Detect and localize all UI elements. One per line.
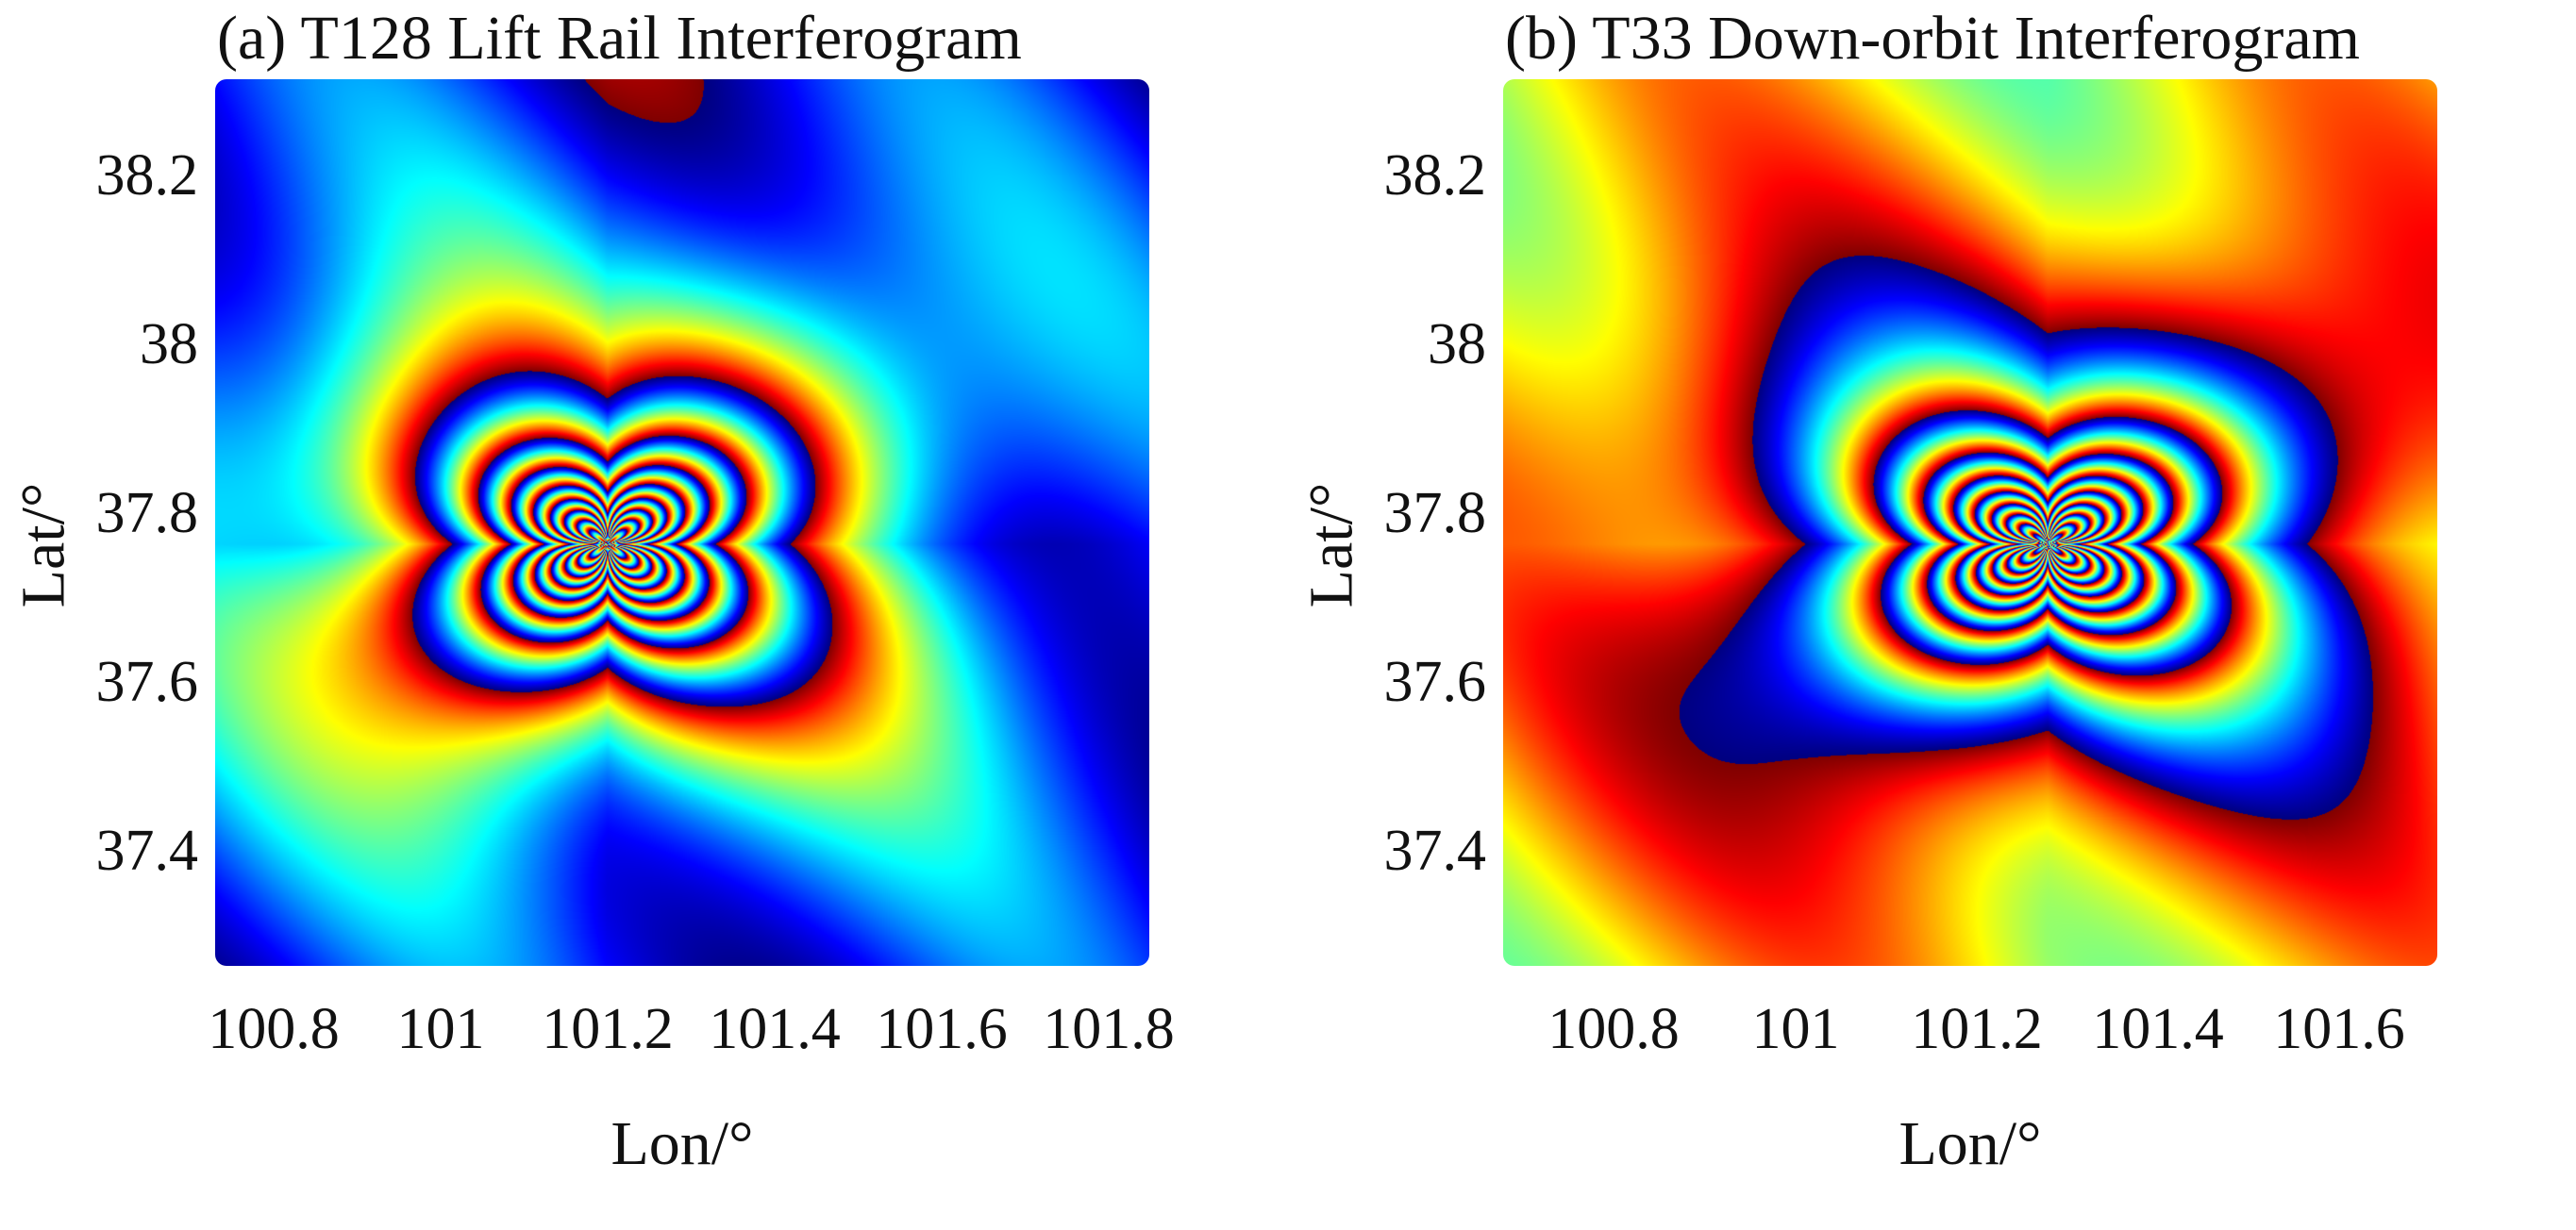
x-tick-label: 101 bbox=[1751, 997, 1840, 1061]
y-axis-label: Lat/° bbox=[8, 482, 78, 608]
y-tick-label: 37.6 bbox=[95, 650, 199, 714]
y-tick-label: 38.2 bbox=[1383, 143, 1487, 208]
y-tick-label: 38.2 bbox=[95, 143, 199, 208]
x-axis-label: Lon/° bbox=[1899, 1109, 2042, 1178]
x-tick-label: 100.8 bbox=[1547, 997, 1680, 1061]
interferogram-image bbox=[1503, 79, 2437, 966]
y-tick-label: 37.4 bbox=[95, 819, 199, 883]
y-tick-label: 37.8 bbox=[1383, 481, 1487, 545]
panel-a: (a) T128 Lift Rail Interferogram 38.2 38… bbox=[8, 4, 1175, 1178]
x-tick-label: 101 bbox=[396, 997, 485, 1061]
x-tick-label: 101.6 bbox=[876, 997, 1008, 1061]
y-tick-label: 37.6 bbox=[1383, 650, 1487, 714]
x-tick-label: 101.2 bbox=[542, 997, 674, 1061]
x-tick-label: 101.6 bbox=[2273, 997, 2405, 1061]
chart-title: (a) T128 Lift Rail Interferogram bbox=[217, 4, 1022, 73]
x-tick-label: 100.8 bbox=[208, 997, 340, 1061]
x-axis-label: Lon/° bbox=[611, 1109, 754, 1178]
interferogram-image bbox=[215, 79, 1149, 966]
y-tick-label: 37.4 bbox=[1383, 819, 1487, 883]
interferogram-plot bbox=[1503, 79, 2437, 966]
y-tick-label: 38 bbox=[1428, 312, 1486, 376]
y-tick-label: 38 bbox=[140, 312, 198, 376]
interferogram-plot bbox=[215, 79, 1149, 966]
y-tick-label: 37.8 bbox=[95, 481, 199, 545]
x-tick-label: 101.2 bbox=[1911, 997, 2043, 1061]
x-tick-label: 101.4 bbox=[2092, 997, 2224, 1061]
y-axis-label: Lat/° bbox=[1296, 482, 1366, 608]
x-tick-label: 101.4 bbox=[709, 997, 841, 1061]
chart-title: (b) T33 Down-orbit Interferogram bbox=[1505, 4, 2360, 73]
panel-b: (b) T33 Down-orbit Interferogram 38.2 38… bbox=[1288, 0, 2576, 1230]
x-tick-label: 101.8 bbox=[1043, 997, 1175, 1061]
